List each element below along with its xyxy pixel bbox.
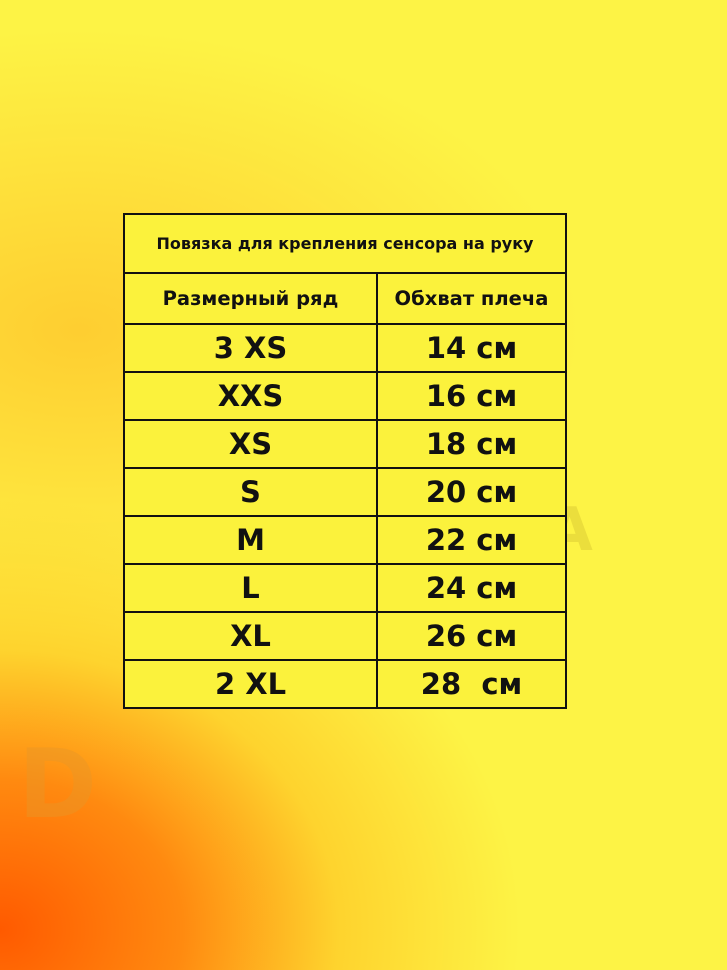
size-cell: XL bbox=[123, 611, 378, 661]
table-row: XXS 16 см bbox=[123, 371, 567, 421]
girth-cell: 18 см bbox=[376, 419, 567, 469]
table-row: 2 XL 28 см bbox=[123, 659, 567, 709]
size-cell: M bbox=[123, 515, 378, 565]
size-cell: 2 XL bbox=[123, 659, 378, 709]
size-cell: S bbox=[123, 467, 378, 517]
table-row: S 20 см bbox=[123, 467, 567, 517]
girth-cell: 24 см bbox=[376, 563, 567, 613]
girth-cell: 28 см bbox=[376, 659, 567, 709]
girth-cell: 20 см bbox=[376, 467, 567, 517]
corner-logo: D bbox=[18, 730, 97, 840]
girth-cell: 14 см bbox=[376, 323, 567, 373]
table-row: XS 18 см bbox=[123, 419, 567, 469]
size-cell: 3 XS bbox=[123, 323, 378, 373]
size-cell: XXS bbox=[123, 371, 378, 421]
table-row: XL 26 см bbox=[123, 611, 567, 661]
size-table: Повязка для крепления сенсора на руку Ра… bbox=[123, 213, 567, 709]
girth-cell: 16 см bbox=[376, 371, 567, 421]
table-row: 3 XS 14 см bbox=[123, 323, 567, 373]
table-row: L 24 см bbox=[123, 563, 567, 613]
header-girth: Обхват плеча bbox=[376, 272, 567, 325]
girth-cell: 26 см bbox=[376, 611, 567, 661]
header-size: Размерный ряд bbox=[123, 272, 378, 325]
table-row: M 22 см bbox=[123, 515, 567, 565]
table-title: Повязка для крепления сенсора на руку bbox=[123, 213, 567, 274]
size-cell: XS bbox=[123, 419, 378, 469]
girth-cell: 22 см bbox=[376, 515, 567, 565]
size-cell: L bbox=[123, 563, 378, 613]
